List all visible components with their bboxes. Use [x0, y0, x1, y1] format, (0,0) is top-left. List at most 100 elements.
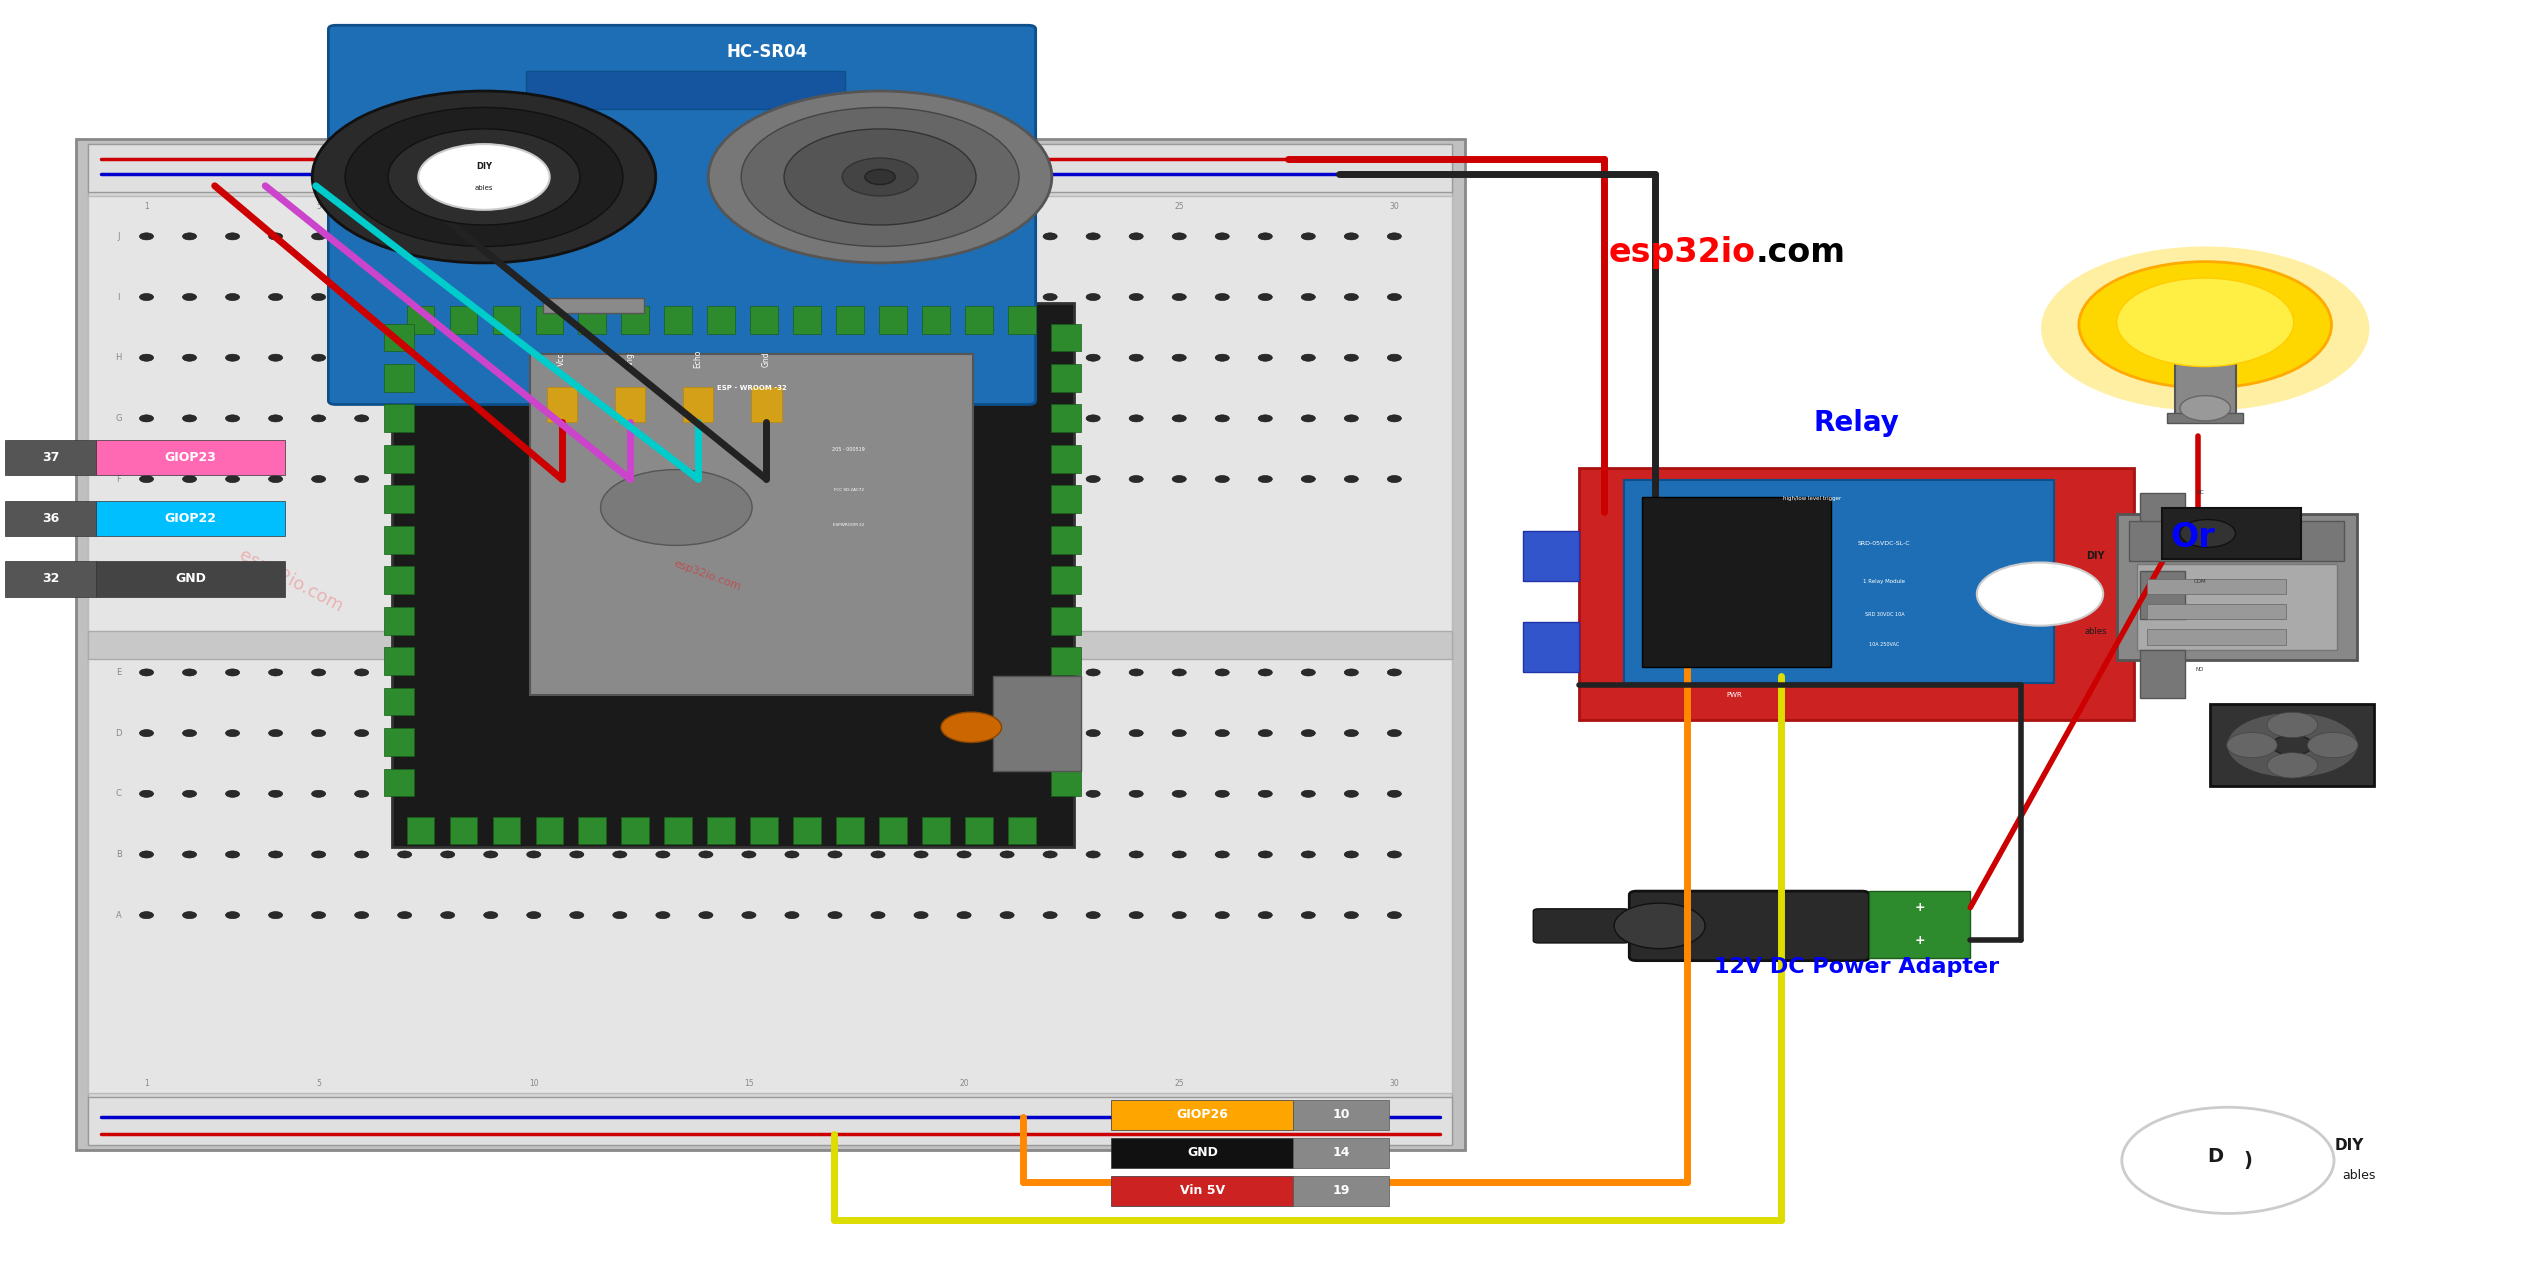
Circle shape: [1258, 790, 1273, 798]
Bar: [879, 817, 907, 844]
Bar: [96, 501, 285, 536]
Circle shape: [1215, 729, 1230, 737]
Circle shape: [657, 293, 669, 301]
Circle shape: [440, 790, 455, 798]
Circle shape: [1000, 729, 1013, 737]
Circle shape: [957, 233, 970, 240]
Circle shape: [311, 729, 326, 737]
Circle shape: [182, 354, 197, 362]
Circle shape: [571, 475, 584, 483]
Text: DIY: DIY: [2086, 551, 2104, 561]
FancyBboxPatch shape: [1533, 909, 1629, 943]
Bar: [965, 817, 993, 844]
Circle shape: [1301, 669, 1316, 676]
Bar: [578, 817, 606, 844]
Bar: [621, 817, 649, 844]
Circle shape: [397, 851, 412, 858]
Circle shape: [871, 233, 884, 240]
Circle shape: [1387, 851, 1402, 858]
Circle shape: [1000, 415, 1013, 422]
Bar: [88, 1097, 1452, 1145]
Circle shape: [914, 415, 927, 422]
Circle shape: [182, 293, 197, 301]
Circle shape: [700, 669, 712, 676]
Text: GND: GND: [1187, 1146, 1218, 1159]
Circle shape: [743, 293, 755, 301]
Circle shape: [657, 911, 669, 919]
Circle shape: [1172, 911, 1187, 919]
Bar: [384, 647, 414, 675]
Bar: [2117, 514, 2357, 660]
Circle shape: [440, 729, 455, 737]
Circle shape: [871, 415, 884, 422]
Circle shape: [657, 415, 669, 422]
Bar: [1293, 1100, 1389, 1130]
Circle shape: [829, 790, 841, 798]
Text: 205 - 000519: 205 - 000519: [834, 447, 864, 453]
Circle shape: [397, 729, 412, 737]
Circle shape: [1172, 475, 1187, 483]
Circle shape: [786, 475, 798, 483]
Circle shape: [182, 233, 197, 240]
Bar: [96, 440, 285, 475]
Circle shape: [614, 293, 626, 301]
Text: 10A 250VAC: 10A 250VAC: [1869, 642, 1900, 647]
Circle shape: [614, 729, 626, 737]
Circle shape: [871, 729, 884, 737]
Bar: [1523, 531, 1579, 581]
Circle shape: [957, 669, 970, 676]
Circle shape: [1387, 790, 1402, 798]
Bar: [1111, 1100, 1293, 1130]
Circle shape: [783, 129, 975, 225]
Circle shape: [354, 790, 369, 798]
Bar: [2129, 521, 2344, 561]
Circle shape: [829, 415, 841, 422]
Circle shape: [871, 790, 884, 798]
Circle shape: [1043, 790, 1058, 798]
Circle shape: [614, 475, 626, 483]
Text: 1: 1: [144, 1078, 149, 1088]
Circle shape: [440, 669, 455, 676]
Circle shape: [139, 354, 154, 362]
Circle shape: [139, 293, 154, 301]
Circle shape: [614, 911, 626, 919]
Bar: [384, 324, 414, 351]
Circle shape: [482, 669, 498, 676]
Bar: [407, 306, 434, 334]
Circle shape: [657, 475, 669, 483]
Circle shape: [139, 669, 154, 676]
Circle shape: [528, 475, 541, 483]
Bar: [1642, 497, 1831, 667]
Circle shape: [571, 729, 584, 737]
Bar: [2137, 564, 2337, 650]
Circle shape: [1086, 729, 1101, 737]
Circle shape: [482, 911, 498, 919]
Text: 32: 32: [43, 573, 58, 585]
Circle shape: [871, 851, 884, 858]
Circle shape: [440, 293, 455, 301]
Bar: [2167, 413, 2243, 423]
Circle shape: [1086, 354, 1101, 362]
Circle shape: [700, 729, 712, 737]
Text: 20: 20: [960, 1078, 970, 1088]
Circle shape: [139, 233, 154, 240]
Text: G: G: [116, 413, 121, 423]
Circle shape: [1344, 790, 1359, 798]
Circle shape: [1258, 233, 1273, 240]
Bar: [1051, 445, 1081, 473]
Text: esp32io.com: esp32io.com: [672, 559, 743, 593]
Circle shape: [268, 354, 283, 362]
Circle shape: [914, 669, 927, 676]
Circle shape: [914, 911, 927, 919]
Circle shape: [2228, 733, 2278, 758]
Bar: [96, 561, 285, 597]
Circle shape: [2117, 278, 2294, 367]
Circle shape: [139, 475, 154, 483]
Circle shape: [1172, 729, 1187, 737]
Circle shape: [1344, 911, 1359, 919]
Circle shape: [1344, 475, 1359, 483]
Text: GND: GND: [174, 573, 207, 585]
Circle shape: [1344, 669, 1359, 676]
Circle shape: [1301, 729, 1316, 737]
Circle shape: [225, 851, 240, 858]
